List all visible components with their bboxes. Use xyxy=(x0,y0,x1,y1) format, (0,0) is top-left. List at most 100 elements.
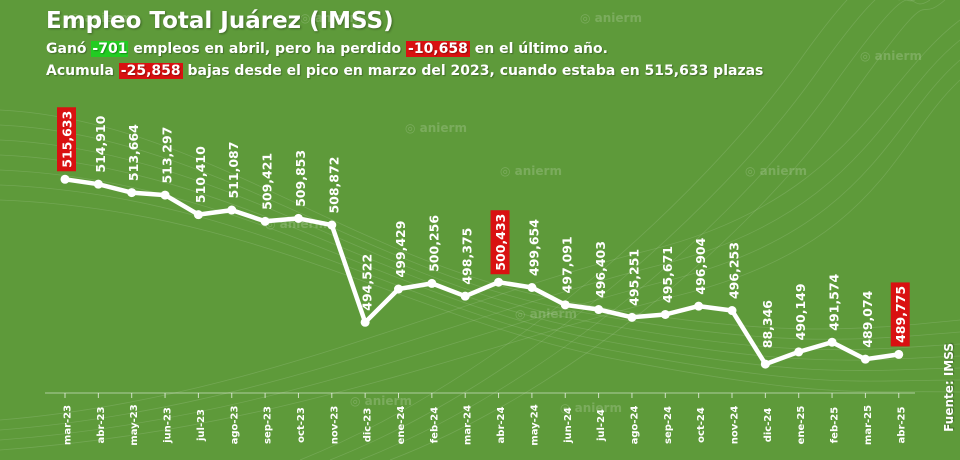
data-point xyxy=(160,190,170,200)
data-label-highlight xyxy=(890,282,910,347)
x-tick-label: jun-23 xyxy=(163,407,174,444)
data-label: 491,574 xyxy=(827,273,842,330)
data-label: 497,091 xyxy=(560,236,575,293)
data-label: 499,654 xyxy=(526,219,541,276)
data-point xyxy=(260,216,270,226)
data-label: 495,671 xyxy=(660,246,675,303)
data-label: 495,251 xyxy=(626,249,641,306)
x-tick-label: nov-23 xyxy=(329,406,340,445)
data-label: 498,375 xyxy=(460,228,475,285)
x-tick-label: feb-25 xyxy=(830,407,841,443)
x-tick-label: ago-23 xyxy=(229,406,240,445)
data-point xyxy=(660,309,670,319)
cumulative-loss-badge: -25,858 xyxy=(118,63,183,79)
data-label: 511,087 xyxy=(226,142,241,199)
yearly-change-badge: -10,658 xyxy=(406,41,470,57)
data-label: 490,149 xyxy=(793,283,808,340)
data-point xyxy=(427,278,437,288)
data-point xyxy=(827,337,837,347)
data-point xyxy=(193,210,203,220)
data-point xyxy=(127,188,137,198)
subtitle-2-pre: Acumula xyxy=(46,63,119,79)
data-point xyxy=(594,305,604,315)
x-tick-label: oct-24 xyxy=(696,407,707,443)
data-label: 514,910 xyxy=(93,115,108,172)
data-label: 489,074 xyxy=(860,290,875,347)
x-tick-label: ene-24 xyxy=(396,406,407,445)
data-point xyxy=(627,312,637,322)
data-point xyxy=(527,283,537,293)
data-label: 496,904 xyxy=(693,237,708,294)
x-tick-label: jun-24 xyxy=(563,407,574,444)
data-label: 489,775 xyxy=(893,286,908,343)
data-label: 496,253 xyxy=(727,242,742,299)
x-tick-label: sep-23 xyxy=(263,406,274,444)
x-tick-label: oct-23 xyxy=(296,407,307,443)
data-point xyxy=(860,354,870,364)
data-point xyxy=(560,300,570,310)
x-tick-label: abr-25 xyxy=(896,407,907,444)
subtitle-line-2: Acumula -25,858 bajas desde el pico en m… xyxy=(46,60,763,82)
x-tick-label: jul-24 xyxy=(596,409,607,442)
x-tick-label: abr-24 xyxy=(496,407,507,444)
x-tick-label: mar-25 xyxy=(863,405,874,445)
watermark-text: ◎ anierm xyxy=(860,49,922,63)
data-point xyxy=(394,284,403,294)
data-label: 515,633 xyxy=(60,111,75,168)
data-label: 509,853 xyxy=(293,150,308,207)
watermark-text: ◎ anierm xyxy=(515,307,577,321)
x-tick-label: may-23 xyxy=(129,404,140,445)
watermark-text: ◎ anierm xyxy=(560,401,622,415)
x-tick-label: may-24 xyxy=(529,404,540,445)
data-point xyxy=(760,359,770,369)
x-tick-label: nov-24 xyxy=(730,406,741,445)
data-label-highlight xyxy=(490,210,510,275)
watermark-text: ◎ anierm xyxy=(745,164,807,178)
data-point xyxy=(460,291,470,301)
monthly-change-badge: -701 xyxy=(91,41,129,57)
watermark-text: ◎ anierm xyxy=(405,121,467,135)
watermark-text: ◎ anierm xyxy=(580,11,642,25)
x-tick-label: mar-24 xyxy=(463,405,474,445)
data-label: 88,346 xyxy=(760,300,775,349)
x-tick-label: dic-24 xyxy=(763,408,774,443)
data-point xyxy=(694,301,704,311)
data-point xyxy=(494,277,504,287)
data-point xyxy=(727,306,737,316)
data-label: 510,410 xyxy=(193,146,208,203)
watermark-text: ◎ anierm xyxy=(500,164,562,178)
chart-title: Empleo Total Juárez (IMSS) xyxy=(46,8,394,34)
subtitle-1-pre: Ganó xyxy=(46,41,92,57)
data-point xyxy=(327,220,337,230)
data-label: 508,872 xyxy=(326,157,341,214)
x-tick-label: mar-23 xyxy=(63,405,74,445)
subtitle-line-1: Ganó -701 empleos en abril, pero ha perd… xyxy=(46,38,763,60)
subtitle-1-mid: empleos en abril, pero ha perdido xyxy=(128,41,407,57)
data-label: 496,403 xyxy=(593,241,608,298)
data-point xyxy=(60,174,70,184)
x-tick-label: ene-25 xyxy=(796,406,807,445)
data-point xyxy=(227,205,237,215)
data-label-highlight xyxy=(57,107,76,172)
series-line xyxy=(62,177,902,367)
x-tick-label: feb-24 xyxy=(429,407,440,443)
data-point xyxy=(93,179,103,189)
x-tick-label: abr-23 xyxy=(96,407,107,444)
watermark-text: ◎ anierm xyxy=(70,11,132,25)
data-label: 509,421 xyxy=(260,153,275,210)
source-label: Fuente: IMSS xyxy=(942,343,956,432)
data-label: 500,433 xyxy=(493,214,508,271)
subtitle-2-post: bajas desde el pico en marzo del 2023, c… xyxy=(182,63,764,79)
data-point xyxy=(894,349,904,359)
x-tick-label: ago-24 xyxy=(629,406,640,445)
data-label: 513,297 xyxy=(160,127,175,184)
data-label: 499,429 xyxy=(393,221,408,278)
subtitle-1-post: en el último año. xyxy=(469,41,608,57)
x-tick-label: jul-23 xyxy=(196,409,207,442)
data-label: 500,256 xyxy=(426,215,441,272)
data-point xyxy=(794,347,804,357)
watermark-text: ◎ anierm xyxy=(300,11,362,25)
data-point xyxy=(360,317,370,327)
